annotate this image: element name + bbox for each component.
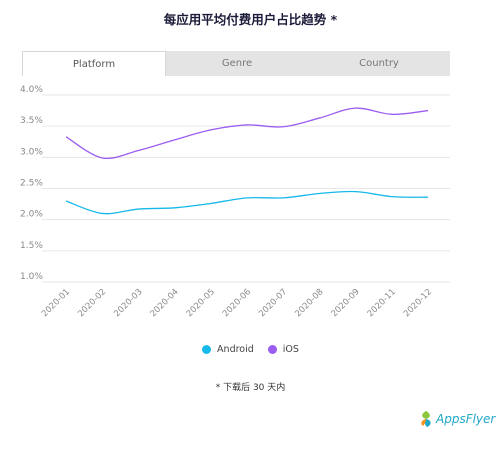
x-tick-label: 2020-09 bbox=[330, 287, 362, 319]
tab-country[interactable]: Country bbox=[359, 58, 399, 69]
y-tick-label: 2.0% bbox=[20, 210, 43, 220]
footnote: * 下载后 30 天内 bbox=[215, 383, 286, 393]
appsflyer-logo: AppsFlyer bbox=[418, 410, 495, 428]
tab-bar: Platform Genre Country bbox=[22, 51, 450, 76]
y-tick-label: 3.0% bbox=[20, 147, 43, 157]
legend-dot-android bbox=[202, 345, 212, 354]
x-tick-label: 2020-05 bbox=[185, 287, 217, 319]
x-tick-label: 2020-11 bbox=[366, 287, 398, 319]
appsflyer-logo-icon bbox=[421, 411, 431, 427]
tab-genre[interactable]: Genre bbox=[221, 58, 253, 69]
x-tick-label: 2020-07 bbox=[257, 287, 289, 319]
legend-item-android[interactable]: Android bbox=[202, 344, 254, 355]
y-tick-label: 1.0% bbox=[20, 272, 43, 282]
legend-label-ios: iOS bbox=[282, 344, 299, 355]
x-tick-label: 2020-02 bbox=[76, 287, 108, 319]
y-tick-label: 3.5% bbox=[20, 116, 43, 126]
chart-title: 每应用平均付费用户占比趋势 * bbox=[163, 12, 338, 27]
x-tick-label: 2020-12 bbox=[402, 287, 434, 319]
x-tick-label: 2020-04 bbox=[149, 287, 181, 319]
tab-platform[interactable]: Platform bbox=[22, 51, 166, 76]
line-chart: 1.0%1.5%2.0%2.5%3.0%3.5%4.0%2020-01 2020-… bbox=[20, 85, 450, 319]
y-tick-label: 4.0% bbox=[20, 85, 43, 95]
chart-legend: Android iOS bbox=[0, 344, 501, 355]
series-line-ios bbox=[65, 107, 429, 160]
logo-text: AppsFlyer bbox=[436, 412, 496, 426]
x-tick-label: 2020-06 bbox=[221, 287, 253, 319]
legend-label-android: Android bbox=[217, 344, 254, 355]
y-tick-label: 1.5% bbox=[20, 241, 43, 251]
x-tick-label: 2020-01 bbox=[40, 287, 72, 319]
legend-dot-ios bbox=[267, 345, 277, 354]
series-line-android bbox=[65, 190, 429, 215]
x-tick-label: 2020-03 bbox=[112, 287, 144, 319]
legend-item-ios[interactable]: iOS bbox=[267, 344, 299, 355]
y-tick-label: 2.5% bbox=[20, 179, 43, 189]
x-tick-label: 2020-08 bbox=[293, 287, 325, 319]
